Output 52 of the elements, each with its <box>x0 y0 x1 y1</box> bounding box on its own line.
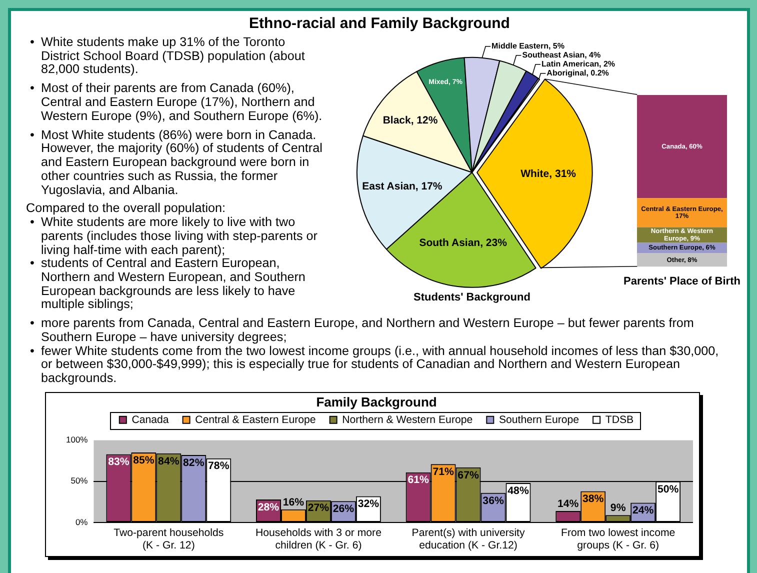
data-label: 9% <box>610 502 626 514</box>
x-tick-label: From two lowest income groups (K - Gr. 6) <box>560 526 676 552</box>
text: Students' Background <box>414 291 530 304</box>
bar <box>636 253 728 267</box>
x-tick-label: Households with 3 or more children (K - Gr. 6) <box>255 526 382 552</box>
y-tick-label: 100% <box>66 434 88 445</box>
x-tick-label: Parent(s) with university education (K - Gr.12) <box>412 526 526 552</box>
slice-label: Aboriginal, 0.2% <box>546 68 609 78</box>
data-label: 24% <box>632 504 654 517</box>
legend-label: Southern Europe <box>498 414 580 426</box>
slice-label: South Asian, 23% <box>419 237 508 250</box>
data-label: 48% <box>508 484 530 497</box>
y-tick-label: 50% <box>70 476 88 486</box>
legend-label: Central & Eastern Europe <box>195 414 316 426</box>
data-label: 85% <box>133 454 155 466</box>
data-label: 26% <box>332 503 355 516</box>
bar <box>636 198 728 228</box>
data-label: 61% <box>408 474 430 486</box>
x-tick-label: Two-parent households (K - Gr. 12) <box>114 526 224 552</box>
legend-label: TDSB <box>605 414 634 426</box>
data-label: 71% <box>432 466 454 478</box>
text: • White students make up 31% of the Toronto District School Board (TDSB) population (about 82,000 students). <box>29 35 306 78</box>
text: Ethno-racial and Family Background <box>248 14 511 34</box>
data-label: 67% <box>458 469 480 482</box>
data-label: 36% <box>482 494 504 507</box>
data-label: 83% <box>108 456 130 468</box>
slice-label: Middle Eastern, 5% <box>492 42 564 51</box>
bar <box>636 95 728 198</box>
slice-label: Black, 12% <box>382 114 438 127</box>
data-label: 16% <box>282 496 305 508</box>
data-label: 82% <box>183 456 205 469</box>
data-label: 78% <box>208 460 230 472</box>
data-label: 32% <box>358 498 380 510</box>
text: • Most of their parents are from Canada (60%), Central and Eastern Europe (17%), Northern and Western Europe (9%), and Southern Europe (6%). <box>29 81 324 124</box>
data-label: 38% <box>582 493 604 506</box>
legend-label: Northern & Western Europe <box>342 414 473 426</box>
text: • Most White students (86%) were born in Canada. However, the majority (60%) of students of Central and Eastern European background were born in other countries such as Russia, the former Yugoslavia, and Albania. <box>29 128 324 198</box>
slice-label: East Asian, 17% <box>362 180 443 193</box>
data-label: 27% <box>308 502 330 514</box>
y-tick-label: 0% <box>75 516 88 527</box>
slice-label: Southeast Asian, 4% <box>522 50 601 60</box>
data-label: 84% <box>158 455 180 468</box>
slice-label: White, 31% <box>520 168 577 180</box>
data-label: 50% <box>657 483 680 496</box>
text: Parents' Place of Birth <box>624 275 741 288</box>
data-label: 28% <box>258 501 280 514</box>
slice-label: Latin American, 2% <box>542 60 616 69</box>
text: Compared to the overall population: • White students are more likely to live with two parents (includes those living with step-parents or living half-time with each parent); • students of Central and Eastern European, Northern and Western European, and Southern European backgrounds are less likely to have multiple siblings; <box>26 201 318 312</box>
data-label: 14% <box>558 498 580 510</box>
legend-label: Canada <box>132 414 169 426</box>
text: • more parents from Canada, Central and Eastern Europe, and Northern and Western Europe – but fewer parents from Southern Europe – have university degrees; • fewer White students come from the two lowest income groups (i.e., with annual household incomes of less than $30,000, or between $30,000-$49,999); this is especially true for students of Canadian and Northern and Western European backgrounds. <box>29 316 720 386</box>
chart-title: Family Background <box>316 394 437 410</box>
